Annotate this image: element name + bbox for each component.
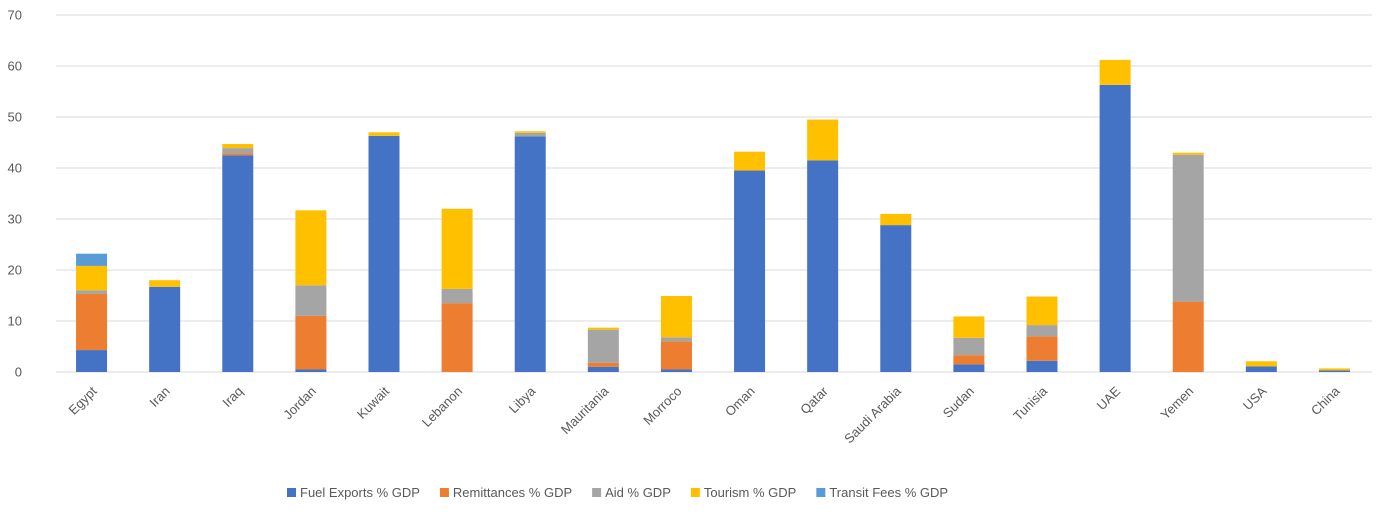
x-tick-label: Qatar xyxy=(797,383,831,417)
bar-segment xyxy=(441,303,473,372)
bar-segment xyxy=(514,131,546,133)
legend-swatch xyxy=(439,488,449,497)
bar-segment xyxy=(76,293,108,351)
bar-segment xyxy=(514,132,546,137)
y-tick-label: 0 xyxy=(15,365,22,380)
bar-segment xyxy=(807,160,839,372)
x-tick-label: China xyxy=(1308,383,1343,418)
x-tick-label: Mauritania xyxy=(558,383,612,437)
bar-segment xyxy=(149,286,181,372)
bar-segment xyxy=(76,350,108,372)
bar-segment xyxy=(1245,361,1277,367)
bar-segment xyxy=(1099,84,1131,373)
y-tick-label: 70 xyxy=(8,8,22,23)
y-tick-label: 10 xyxy=(8,314,22,329)
bar-segment xyxy=(953,337,985,356)
x-tick-label: Morroco xyxy=(640,384,684,428)
x-tick-label: Yemen xyxy=(1157,384,1196,423)
y-tick-label: 60 xyxy=(8,59,22,74)
bar-segment xyxy=(660,369,692,372)
x-tick-label: Jordan xyxy=(280,384,319,423)
bar-segment xyxy=(441,208,473,289)
bar-segment xyxy=(587,362,619,367)
legend-label: Transit Fees % GDP xyxy=(829,485,948,500)
legend-swatch xyxy=(592,488,602,497)
bar-segment xyxy=(295,285,327,316)
bar-segment xyxy=(587,327,619,330)
bar-segment xyxy=(1318,368,1350,371)
bar-segment xyxy=(222,144,254,149)
bar-segment xyxy=(149,280,181,287)
legend-swatch xyxy=(287,488,296,497)
bar-segment xyxy=(734,151,766,171)
bar-segment xyxy=(441,288,473,304)
bar-segment xyxy=(660,296,692,338)
bar-segment xyxy=(807,119,839,161)
bar-segment xyxy=(660,337,692,342)
bar-segment xyxy=(1026,336,1058,361)
legend-label: Remittances % GDP xyxy=(453,485,572,500)
bar-segment xyxy=(1026,325,1058,337)
legend-label: Aid % GDP xyxy=(605,485,671,500)
bars xyxy=(76,59,1350,373)
bar-segment xyxy=(734,170,766,372)
bar-segment xyxy=(295,315,327,370)
bar-segment xyxy=(587,366,619,372)
x-tick-label: Libya xyxy=(506,383,539,416)
bar-segment xyxy=(587,329,619,363)
legend: Fuel Exports % GDP Remittances % GDP Aid %… xyxy=(287,485,948,500)
bar-segment xyxy=(880,213,912,226)
y-tick-label: 50 xyxy=(8,110,22,125)
bar-segment xyxy=(76,290,108,294)
legend-swatch xyxy=(690,488,700,497)
x-axis-category-labels: Egypt Iran Iraq Jordan Kuwait Lebanon Libya Mau… xyxy=(66,383,1344,446)
bar-segment xyxy=(1026,360,1058,372)
x-tick-label: Egypt xyxy=(66,383,100,417)
y-tick-label: 40 xyxy=(8,161,22,176)
bar-segment xyxy=(76,265,108,291)
x-tick-label: Iraq xyxy=(219,384,245,410)
bar-segment xyxy=(295,369,327,372)
bar-segment xyxy=(222,155,254,372)
bar-segment xyxy=(222,153,254,156)
x-tick-label: UAE xyxy=(1094,383,1124,413)
bar-segment xyxy=(368,132,400,136)
bar-segment xyxy=(953,355,985,365)
legend-label: Tourism % GDP xyxy=(704,485,796,500)
bar-segment xyxy=(1026,296,1058,326)
bar-segment xyxy=(953,364,985,372)
legend-swatch xyxy=(816,488,826,497)
x-tick-label: Oman xyxy=(722,384,758,420)
x-tick-label: Lebanon xyxy=(419,384,465,430)
bar-segment xyxy=(1172,154,1204,302)
bar-segment xyxy=(1172,152,1204,155)
bar-segment xyxy=(1245,366,1277,372)
x-tick-label: Tunisia xyxy=(1010,383,1050,423)
x-tick-label: USA xyxy=(1240,383,1270,413)
x-tick-label: Kuwait xyxy=(354,383,392,421)
bar-segment xyxy=(953,316,985,338)
bar-segment xyxy=(295,210,327,286)
gridlines xyxy=(56,14,1372,373)
bar-segment xyxy=(368,135,400,372)
x-tick-label: Saudi Arabia xyxy=(841,383,904,446)
legend-label: Fuel Exports % GDP xyxy=(300,485,420,500)
bar-segment xyxy=(660,341,692,370)
bar-segment xyxy=(1099,59,1131,85)
x-tick-label: Sudan xyxy=(940,384,977,421)
bar-segment xyxy=(880,225,912,372)
bar-segment xyxy=(514,136,546,372)
x-tick-label: Iran xyxy=(146,384,172,410)
bar-segment xyxy=(1172,301,1204,372)
bar-segment xyxy=(222,148,254,154)
y-tick-label: 20 xyxy=(8,263,22,278)
bar-segment xyxy=(76,253,108,266)
y-tick-label: 30 xyxy=(8,212,22,227)
bar-segment xyxy=(1318,370,1350,372)
y-axis-tick-labels: 0 10 20 30 40 50 60 70 xyxy=(8,8,22,380)
